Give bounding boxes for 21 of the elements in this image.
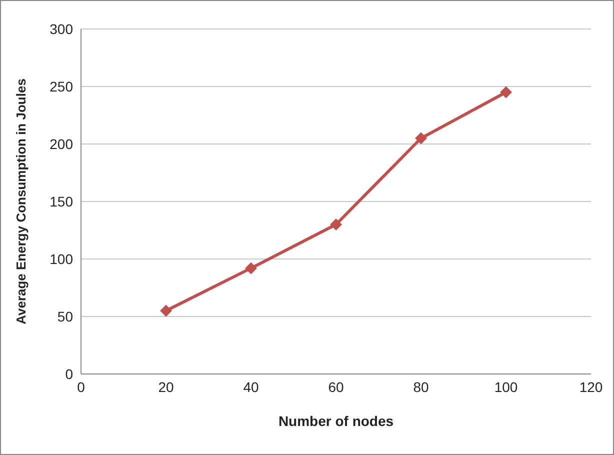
y-tick-label: 200 [50, 136, 74, 152]
y-tick-label: 150 [50, 193, 74, 210]
point [330, 218, 342, 230]
x-tick-label: 20 [158, 378, 174, 395]
x-tick-label: 0 [77, 378, 86, 395]
x-tick-label: 100 [494, 378, 518, 395]
point [500, 86, 512, 98]
x-tick-label: 60 [328, 378, 344, 395]
x-axis-title: Number of nodes [278, 413, 394, 429]
x-tick-label: 80 [413, 378, 429, 395]
y-tick-label: 300 [50, 20, 74, 37]
point [415, 132, 427, 144]
x-tick-label: 40 [243, 378, 259, 395]
y-axis-title: Average Energy Consumption in Joules [14, 78, 29, 324]
x-tick-label: 120 [579, 378, 603, 395]
point [245, 262, 257, 274]
point [160, 304, 172, 317]
y-tick-label: 50 [57, 308, 74, 324]
y-tick-label: 100 [50, 250, 74, 267]
y-tick-label: 0 [65, 366, 74, 382]
y-tick-label: 250 [50, 78, 74, 94]
